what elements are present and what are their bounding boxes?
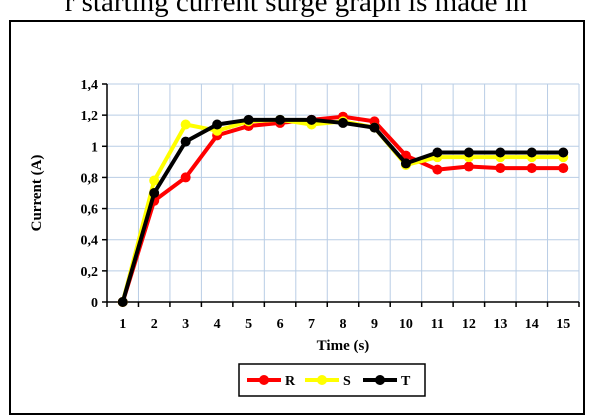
series-t-point [149, 188, 160, 198]
series-r-point [463, 161, 474, 172]
x-tick-label: 13 [493, 317, 507, 332]
tick-labels: 00,20,40,60,811,21,41 2 3 4 5 6 7 8 9 10 11 12 13 14 1… [81, 78, 571, 332]
legend-label-s: S [343, 374, 351, 389]
series-t-point [432, 147, 443, 158]
series-r-point [526, 163, 537, 174]
x-tick-label: 4 [214, 317, 221, 332]
series-t-point [212, 119, 223, 130]
y-tick-label: 1,4 [81, 78, 99, 93]
x-tick-label: 8 [340, 317, 347, 332]
series-t-point [526, 147, 537, 158]
chart-frame: 0 0,2 0,4 0,6 0,8 1 1,2 1,4 1 2 3 4 5 6 7 8 9 10 11 12 13 14 1… [9, 20, 585, 415]
x-tick-label: 2 [151, 317, 158, 332]
series-lines [117, 111, 569, 307]
series-t-point [338, 117, 348, 128]
x-tick-label: 12 [462, 317, 476, 332]
x-tick-label: 11 [431, 317, 444, 332]
x-tick-label: 6 [277, 317, 284, 332]
x-axis-title: Time (s) [317, 338, 370, 354]
x-tick-label: 9 [371, 317, 378, 332]
series-r-point [432, 164, 443, 175]
legend-marker-r [259, 375, 269, 385]
line-chart: 00,20,40,60,811,21,41 2 3 4 5 6 7 8 9 10 11 12 13 14 1… [29, 78, 580, 397]
series-t-point [495, 147, 506, 158]
legend-marker-s [317, 375, 327, 385]
x-tick-label: 5 [245, 317, 252, 332]
legend: R S T [238, 363, 426, 397]
y-tick-label: 1 [91, 140, 98, 155]
series-r-point [180, 172, 191, 183]
series-t-point [306, 114, 317, 125]
y-tick-label: 1,2 [81, 109, 99, 124]
series-r-point [558, 163, 569, 174]
y-tick-label: 0 [91, 296, 98, 311]
series-t-point [558, 147, 569, 158]
series-r-point [495, 163, 506, 174]
series-s-point [149, 175, 160, 186]
y-axis-title: Current (A) [29, 155, 45, 232]
legend-marker-t [375, 375, 385, 385]
x-tick-label: 3 [182, 317, 189, 332]
legend-label-t: T [401, 374, 411, 389]
axes [102, 83, 580, 307]
y-tick-label: 0,4 [81, 234, 99, 249]
series-t-point [275, 114, 286, 125]
y-tick-label: 0,2 [81, 265, 99, 280]
series-t-point [180, 136, 191, 147]
series-t-point [243, 114, 254, 125]
figure-caption: r starting current surge graph is made i… [64, 0, 528, 18]
series-t-point [400, 158, 411, 169]
y-tick-label: 0,6 [81, 203, 99, 218]
series-t-point [369, 122, 380, 133]
x-tick-label: 14 [525, 317, 539, 332]
x-tick-label: 10 [399, 317, 413, 332]
series-s-point [180, 119, 191, 130]
legend-label-r: R [285, 374, 296, 389]
x-tick-label: 15 [556, 317, 570, 332]
x-tick-label: 7 [308, 317, 315, 332]
y-tick-label: 0,8 [81, 171, 99, 186]
series-t-point [463, 147, 474, 158]
series-t-point [117, 297, 128, 307]
x-tick-label: 1 [119, 317, 126, 332]
